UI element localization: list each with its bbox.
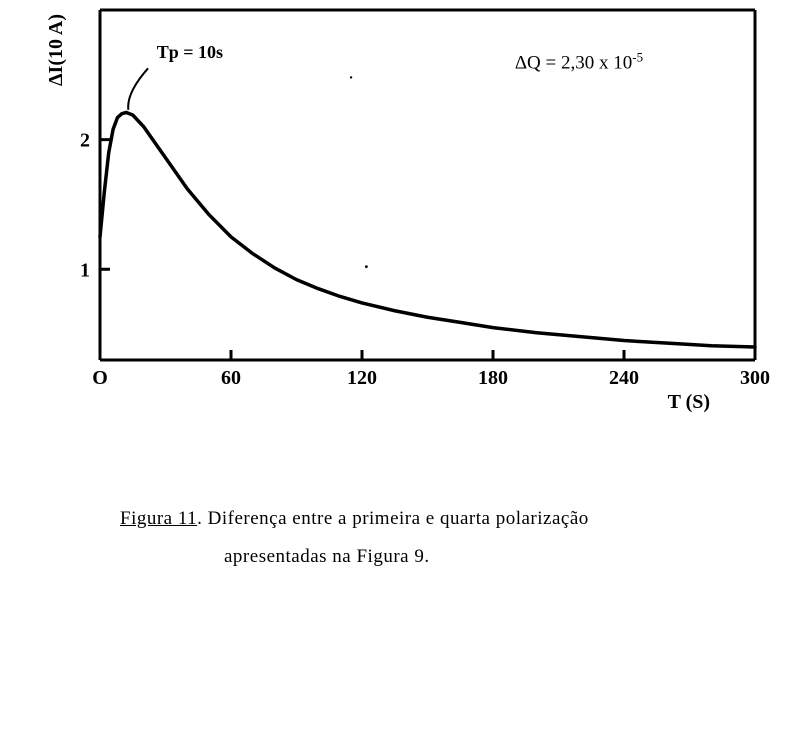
caption-line-1: . Diferença entre a primeira e quarta po… — [197, 508, 589, 529]
tp-pointer — [128, 68, 148, 109]
x-tick-label: 120 — [347, 367, 377, 389]
x-tick-label: 300 — [740, 367, 770, 389]
x-tick-label: 180 — [478, 367, 508, 389]
x-tick-label: 60 — [221, 367, 241, 389]
artifact-dot — [365, 265, 368, 268]
y-tick-label: 2 — [80, 130, 90, 152]
chart-svg: O 60 120 180 240 300 1 2 T (S) ΔI(10 A) Tp = 10s ΔQ… — [40, 0, 780, 430]
chart-container: O 60 120 180 240 300 1 2 T (S) ΔI(10 A) Tp = 10s ΔQ… — [40, 0, 780, 435]
x-tick-label: 240 — [609, 367, 639, 389]
artifact-dot — [350, 76, 352, 78]
y-tick-label: 1 — [80, 259, 90, 281]
y-axis-label: ΔI(10 A) — [45, 14, 67, 86]
caption-line-2: apresentadas na Figura 9. — [120, 538, 700, 576]
delta-q-label: ΔQ = 2,30 x 10-5 — [515, 49, 643, 74]
figure-caption: Figura 11. Diferença entre a primeira e … — [120, 500, 700, 576]
figure-label: Figura 11 — [120, 508, 197, 529]
tp-label: Tp = 10s — [157, 42, 223, 62]
x-tick-label: O — [92, 367, 108, 389]
curve — [100, 112, 755, 347]
x-axis-label: T (S) — [668, 391, 710, 413]
